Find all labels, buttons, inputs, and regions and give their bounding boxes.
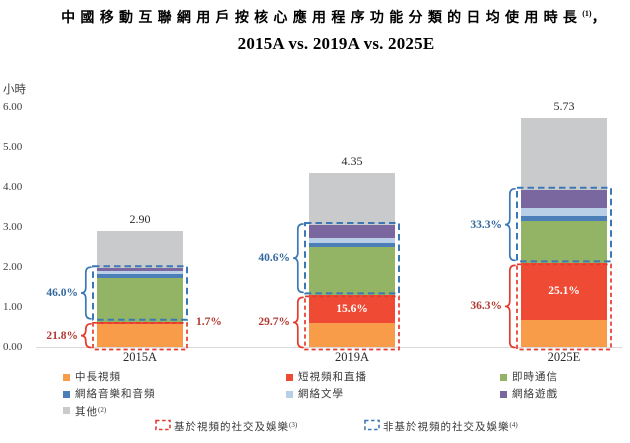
title-footnote-marker: (1) (582, 9, 592, 18)
chart-title-line1: 中國移動互聯網用戶按核心應用程序功能分類的日均使用時長(1)， (21, 4, 630, 28)
brace-non-video-based-2025E (504, 187, 516, 262)
segment-pct-label: 25.1% (548, 285, 580, 298)
brace-video-based-2015A (80, 322, 92, 349)
dashed-legend-label: 非基於視頻的社交及娛樂(4) (383, 421, 518, 433)
dashed-legend-swatch (155, 419, 171, 431)
y-tick-label: 2.00 (3, 260, 23, 273)
bar-total-label: 2.90 (129, 212, 151, 226)
bar-segment-2015A-3 (97, 274, 183, 278)
bar-segment-2019A-0 (309, 323, 395, 347)
legend-swatch (63, 374, 70, 381)
x-axis-category-label: 2025E (547, 350, 581, 364)
legend-label: 其他(2) (75, 406, 107, 418)
bar-segment-2015A-4 (97, 271, 183, 275)
chart-title: 中國移動互聯網用戶按核心應用程序功能分類的日均使用時長(1)， 2015A vs… (21, 4, 630, 53)
bar-segment-2025E-4 (521, 207, 607, 216)
legend-label: 網絡遊戲 (512, 388, 558, 400)
bar-segment-2019A-3 (309, 243, 395, 248)
bar-segment-2015A-2 (97, 277, 183, 322)
x-axis-line (36, 347, 622, 348)
brace-non-video-based-2015A (80, 266, 92, 320)
x-axis-category-label: 2019A (334, 350, 370, 364)
legend-label: 網絡音樂和音頻 (75, 388, 156, 400)
group-pct-label-non-video-based-2019A: 40.6% (258, 252, 290, 265)
dashed-legend-footnote-marker: (3) (289, 421, 298, 429)
bar-segment-2019A-2 (309, 247, 395, 296)
legend-label: 短視頻和直播 (298, 372, 367, 383)
y-axis-unit-label: 小時 (3, 84, 26, 96)
legend-swatch (500, 390, 507, 398)
y-tick-label: 0.00 (3, 340, 23, 353)
bar-segment-2025E-2 (521, 220, 607, 264)
legend-label: 中長視頻 (75, 372, 121, 383)
bar-segment-2019A-6 (309, 173, 395, 225)
brace-video-based-2025E (504, 264, 516, 349)
legend-label: 網絡文學 (298, 388, 344, 400)
bar-segment-2019A-5 (309, 225, 395, 239)
group-pct-label-video-based-2019A: 29.7% (258, 316, 290, 329)
group-pct-label-non-video-based-2025E: 33.3% (470, 218, 502, 231)
bar-segment-2015A-0 (97, 323, 183, 347)
bar-segment-2025E-0 (521, 320, 607, 347)
segment-pct-label: 15.6% (336, 302, 368, 315)
bar-segment-2019A-4 (309, 238, 395, 243)
brace-video-based-2019A (292, 296, 304, 349)
segment-side-pct-label: 1.7% (196, 315, 222, 328)
legend-swatch (286, 390, 293, 398)
y-tick-label: 4.00 (3, 180, 23, 193)
y-tick-label: 6.00 (3, 100, 23, 113)
y-tick-label: 5.00 (3, 140, 23, 153)
legend-swatch (63, 407, 70, 414)
bar-total-label: 5.73 (553, 98, 575, 113)
dashed-legend-footnote-marker: (4) (509, 421, 518, 429)
bar-segment-2025E-3 (521, 215, 607, 221)
legend-swatch (286, 374, 293, 381)
bar-segment-2015A-1 (97, 321, 183, 324)
y-tick-label: 1.00 (3, 300, 23, 313)
bar-segment-2015A-6 (97, 231, 183, 269)
legend-swatch (500, 374, 507, 381)
y-tick-label: 3.00 (3, 220, 23, 233)
bar-segment-2025E-6 (521, 117, 607, 190)
dashed-legend-label: 基於視頻的社交及娛樂(3) (174, 421, 298, 433)
group-pct-label-video-based-2015A: 21.8% (46, 329, 78, 342)
legend-label: 即時通信 (512, 372, 558, 383)
bar-segment-2015A-5 (97, 268, 183, 272)
chart-title-tail: ， (591, 11, 611, 26)
chart-title-line2: 2015A vs. 2019A vs. 2025E (237, 34, 435, 53)
dashed-legend-swatch (364, 419, 380, 431)
x-axis-category-label: 2015A (122, 350, 158, 364)
brace-non-video-based-2019A (292, 223, 304, 294)
bar-total-label: 4.35 (341, 154, 363, 168)
legend-footnote-marker: (2) (98, 406, 107, 414)
group-pct-label-video-based-2025E: 36.3% (470, 300, 502, 313)
group-pct-label-non-video-based-2015A: 46.0% (46, 287, 78, 299)
chart-title-text: 中國移動互聯網用戶按核心應用程序功能分類的日均使用時長 (61, 11, 583, 26)
legend-swatch (63, 390, 70, 398)
bar-segment-2025E-5 (521, 189, 607, 208)
